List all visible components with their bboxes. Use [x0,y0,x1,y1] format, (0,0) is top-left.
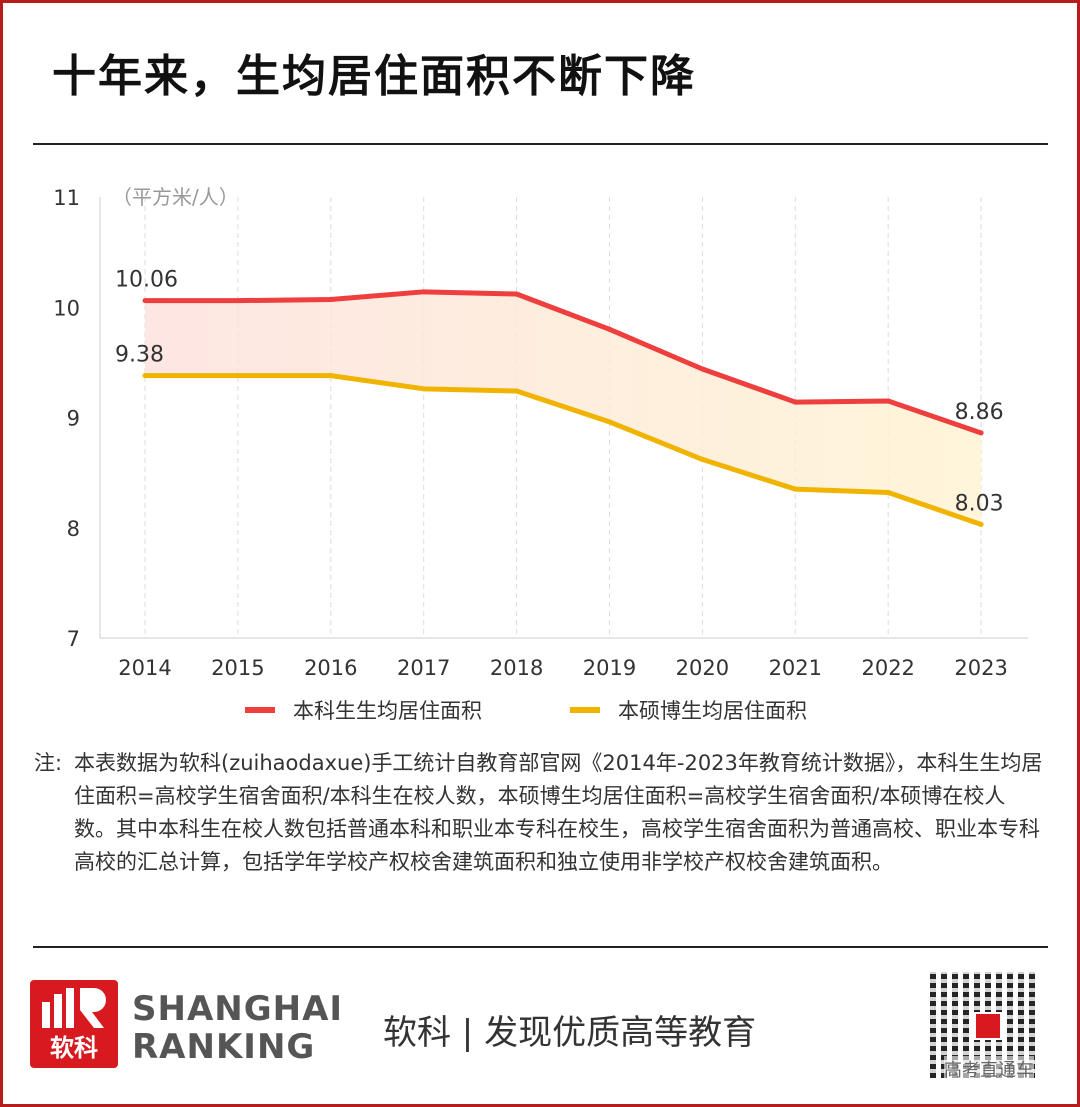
logo-text: 软科 [50,1034,98,1062]
x-tick-label: 2022 [861,656,914,680]
data-point [978,521,984,527]
range-band [145,291,982,525]
series-line-2 [145,373,982,527]
data-label: 8.86 [955,400,1004,425]
line-chart: 2014 2015 2016 2017 2018 2019 2020 2021 2022 2023… [53,185,1028,723]
data-point [514,388,520,394]
data-point [514,291,520,297]
data-point [235,373,241,379]
x-tick-label: 2018 [490,656,543,680]
footnote: 注: 本表数据为软科(zuihaodaxue)手工统计自教育部官网《2014年-… [34,747,1044,879]
data-point [421,386,427,392]
x-tick-label: 2015 [211,656,264,680]
x-tick-label: 2019 [583,656,636,680]
data-label: 8.03 [955,491,1004,516]
data-point [607,326,612,332]
x-tick-label: 2017 [397,656,450,680]
data-point [142,373,148,379]
data-point [978,430,984,436]
x-tick-label: 2014 [118,656,171,680]
brand-line-2: RANKING [132,1027,316,1067]
y-tick-label: 11 [53,186,80,210]
data-point [885,489,891,495]
y-axis-unit: （平方米/人） [112,185,239,209]
data-point [607,419,612,425]
data-point [792,399,798,405]
data-point [421,289,427,295]
series-line-1 [145,289,982,436]
legend-label-2: 本硕博生均居住面积 [618,699,807,723]
data-point [328,373,334,379]
legend-label-1: 本科生生均居住面积 [293,699,482,723]
slogan: 软科 | 发现优质高等教育 [383,1013,757,1053]
data-point [699,366,705,372]
data-point [235,298,241,304]
data-label: 9.38 [115,343,164,368]
divider [33,143,1048,145]
shanghai-ranking-logo: 软科 [30,980,118,1068]
data-point [699,456,705,462]
data-point [142,298,148,304]
divider [33,946,1048,948]
qr-logo-icon [974,1012,1002,1040]
x-tick-label: 2021 [769,656,822,680]
brand-line-1: SHANGHAI [132,989,344,1029]
y-tick-label: 8 [67,517,80,541]
x-tick-label: 2023 [954,656,1007,680]
y-tick-label: 9 [67,407,80,431]
x-tick-label: 2016 [304,656,357,680]
data-label: 10.06 [115,268,178,293]
note-text: 本表数据为软科(zuihaodaxue)手工统计自教育部官网《2014年-202… [74,751,1043,874]
y-tick-label: 7 [67,627,80,651]
data-point [885,398,891,404]
page-title: 十年来，生均居住面积不断下降 [52,51,696,102]
brand-name: SHANGHAI RANKING [132,990,343,1066]
data-point [328,297,334,303]
note-label: 注: [34,751,63,775]
qr-watermark: 高考直通车 [944,1056,1034,1082]
x-tick-label: 2020 [676,656,729,680]
y-tick-label: 10 [53,296,80,320]
data-point [792,486,798,492]
